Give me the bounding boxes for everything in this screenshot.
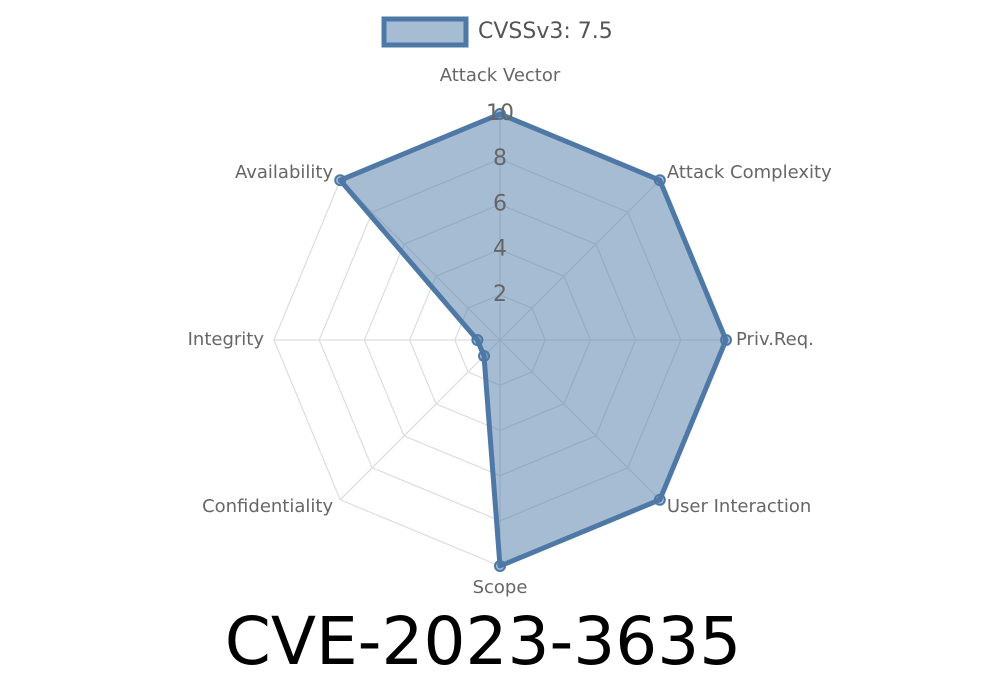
axis-label: Availability: [235, 162, 333, 183]
r-tick-label: 6: [493, 191, 507, 216]
axis-label: Integrity: [188, 329, 265, 350]
data-point: [653, 174, 666, 187]
legend-swatch: [381, 16, 469, 48]
r-tick-label: 4: [493, 237, 507, 262]
axis-label: Attack Vector: [440, 65, 561, 86]
axis-label: User Interaction: [667, 496, 811, 517]
r-tick-label: 10: [486, 101, 514, 126]
spoke: [339, 339, 501, 501]
data-point: [334, 174, 347, 187]
data-point: [494, 560, 506, 572]
data-point: [653, 493, 666, 506]
data-point: [494, 108, 506, 120]
axis-label: Priv.Req.: [736, 329, 814, 350]
r-tick-label: 8: [493, 146, 507, 171]
data-point: [471, 334, 484, 346]
legend-label: CVSSv3: 7.5: [478, 19, 613, 44]
chart-title: CVE-2023-3635: [225, 603, 742, 680]
data-point: [720, 334, 732, 346]
axis-label: Confidentiality: [202, 496, 333, 517]
r-tick-label: 2: [493, 282, 507, 307]
axis-label: Scope: [473, 577, 528, 598]
data-point: [478, 349, 491, 362]
axis-label: Attack Complexity: [667, 162, 832, 183]
